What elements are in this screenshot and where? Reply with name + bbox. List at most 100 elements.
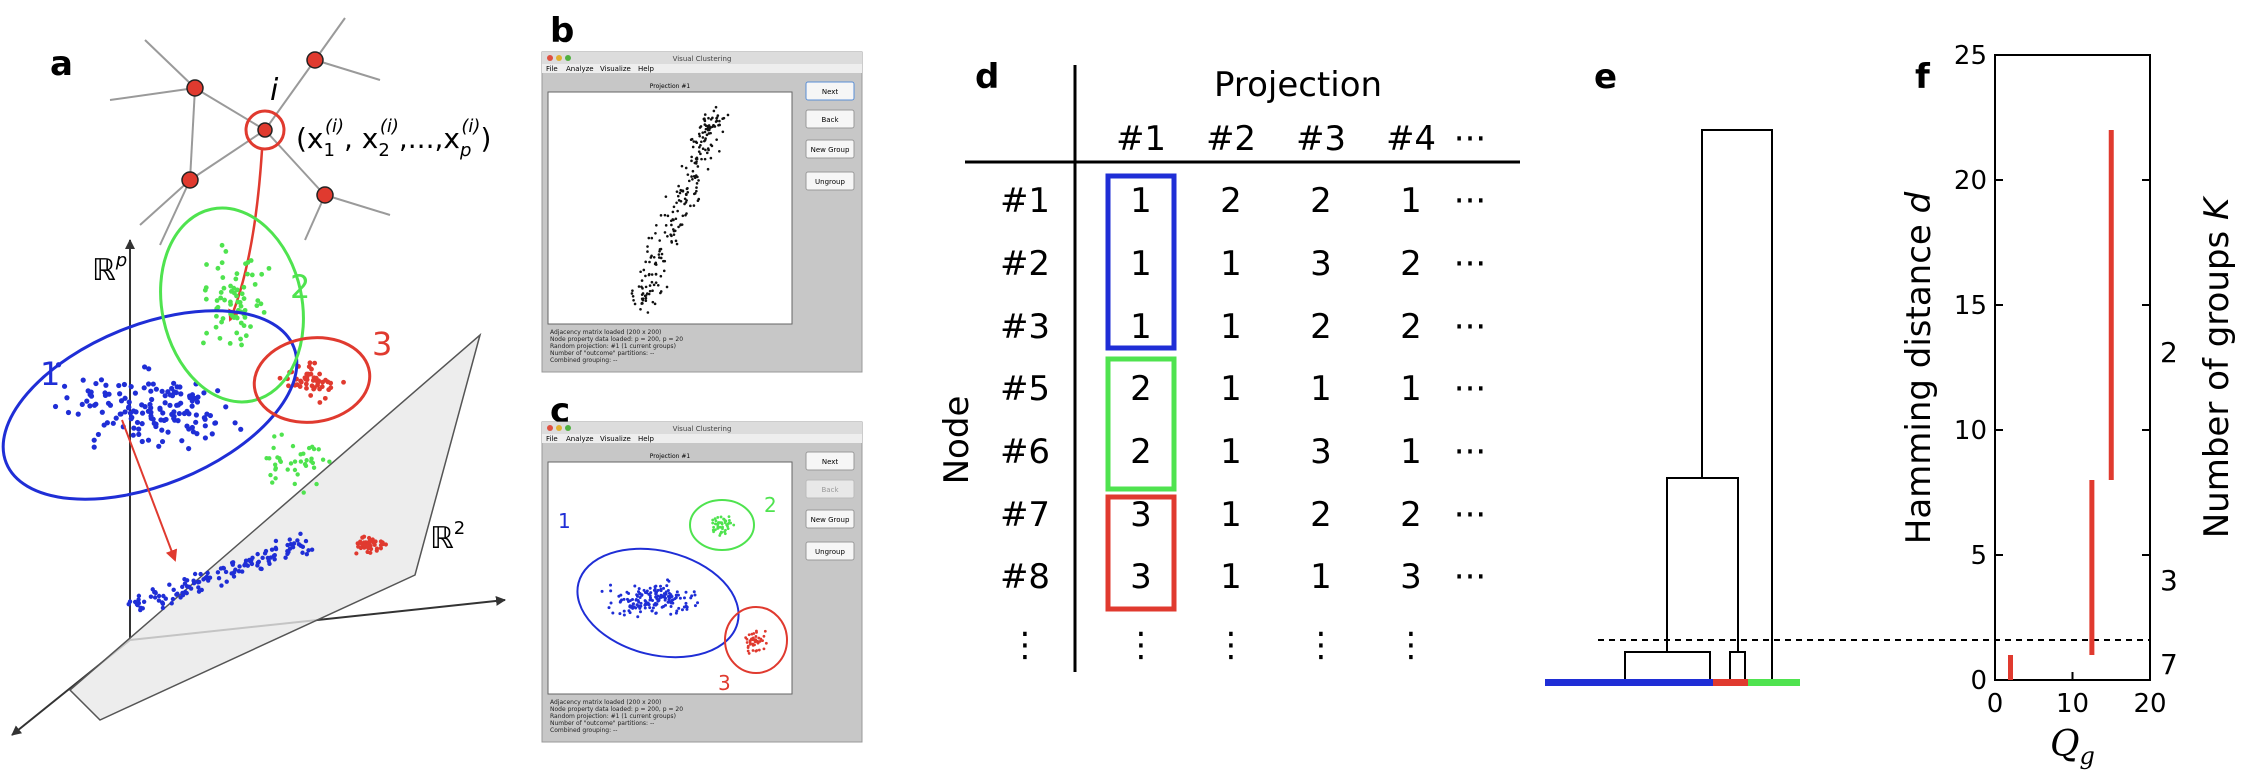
scatter-point	[609, 601, 613, 605]
scatter-point	[657, 598, 661, 602]
window-minimize-icon[interactable]	[556, 425, 562, 431]
scatter-point	[665, 584, 669, 588]
scatter-point	[751, 649, 755, 652]
scatter-point	[655, 223, 658, 227]
scatter-point	[755, 629, 758, 633]
scatter-point	[675, 201, 678, 205]
projected-point	[233, 567, 238, 572]
projected-point	[198, 571, 203, 577]
scatter-point	[632, 299, 635, 302]
axes-f: 0 5 10 15 20 25 0 10 20	[1954, 41, 2167, 719]
cluster-point	[277, 375, 283, 381]
cluster-point	[117, 391, 123, 397]
table-cell: 2	[1130, 369, 1152, 409]
projected-point	[180, 590, 185, 596]
scatter-point	[682, 596, 686, 600]
projected-point	[283, 555, 288, 560]
scatter-point	[764, 641, 768, 645]
menu-analyze[interactable]: Analyze	[566, 65, 594, 73]
scatter-point	[662, 592, 666, 596]
cluster-point	[217, 335, 223, 341]
window-close-icon[interactable]	[547, 425, 553, 431]
menu-file[interactable]: File	[546, 435, 558, 443]
cluster-point	[223, 404, 229, 410]
new-group-button[interactable]	[805, 139, 855, 159]
cluster-point	[52, 403, 59, 410]
scatter-point	[663, 259, 667, 263]
menu-visualize[interactable]: Visualize	[600, 65, 631, 73]
window-zoom-icon[interactable]	[565, 55, 571, 61]
back-button[interactable]	[805, 109, 855, 129]
projected-point	[188, 586, 194, 591]
cluster-point	[227, 341, 233, 346]
cluster-point	[61, 383, 68, 389]
status-line: Adjacency matrix loaded (200 x 200)	[550, 699, 661, 706]
scatter-point	[674, 239, 678, 243]
projected-point	[354, 551, 359, 556]
cluster-point	[189, 424, 195, 431]
cluster-point	[159, 438, 166, 445]
next-button[interactable]	[805, 81, 855, 101]
scatter-point	[719, 515, 723, 519]
leaf-bar-red	[1713, 679, 1748, 686]
table-cell: 2	[1400, 244, 1422, 284]
scatter-point	[690, 159, 693, 163]
cluster-point	[177, 384, 183, 390]
scatter-point	[703, 157, 707, 161]
projected-point	[231, 574, 237, 579]
row-header: #1	[1000, 181, 1050, 221]
row-header: ⋮	[1008, 625, 1042, 665]
menu-file[interactable]: File	[546, 65, 558, 73]
cluster-point	[218, 290, 224, 295]
scatter-point	[754, 649, 758, 653]
ytick-label: 5	[1970, 541, 1987, 571]
ungroup-button[interactable]	[805, 171, 855, 191]
projected-point	[219, 583, 224, 588]
window-zoom-icon[interactable]	[565, 425, 571, 431]
cluster-point	[159, 427, 165, 433]
window-minimize-icon[interactable]	[556, 55, 562, 61]
scatter-points-c	[600, 515, 768, 655]
group-outline-2	[689, 499, 755, 551]
menu-visualize[interactable]: Visualize	[600, 435, 631, 443]
ungroup-button[interactable]	[805, 541, 855, 561]
scatter-point	[628, 611, 632, 615]
cluster-point	[214, 298, 220, 303]
scatter-point	[697, 150, 701, 153]
plot-area-c[interactable]	[547, 461, 793, 695]
table-cell: 1	[1220, 244, 1242, 284]
scatter-point	[619, 599, 623, 603]
table-cell: 2	[1400, 307, 1422, 347]
projected-point	[298, 531, 303, 536]
cluster-point	[298, 378, 304, 384]
back-button[interactable]	[805, 479, 855, 499]
scatter-point	[703, 117, 706, 121]
cluster-point	[301, 490, 306, 495]
scatter-point	[684, 201, 688, 204]
next-button[interactable]	[805, 451, 855, 471]
cluster-point	[259, 271, 265, 277]
scatter-point	[657, 256, 661, 259]
menu-help[interactable]: Help	[638, 435, 655, 443]
scatter-point	[726, 527, 730, 531]
scatter-point	[716, 114, 720, 117]
menu-analyze[interactable]: Analyze	[566, 435, 594, 443]
scatter-point	[663, 231, 667, 234]
cluster-point	[202, 435, 208, 441]
scatter-point	[714, 120, 718, 123]
plot-area-b[interactable]	[547, 91, 793, 325]
menu-help[interactable]: Help	[638, 65, 655, 73]
new-group-button[interactable]	[805, 509, 855, 529]
cluster-point	[273, 476, 278, 481]
cluster-point	[169, 385, 175, 392]
scatter-point	[669, 605, 673, 609]
table-cell: 1	[1130, 307, 1152, 347]
scatter-point	[716, 516, 720, 519]
window-close-icon[interactable]	[547, 55, 553, 61]
cluster-point	[85, 388, 91, 394]
projected-point	[265, 555, 271, 561]
scatter-point	[697, 132, 701, 136]
scatter-point	[641, 292, 645, 295]
scatter-point	[654, 584, 658, 588]
cluster-point	[204, 262, 209, 267]
